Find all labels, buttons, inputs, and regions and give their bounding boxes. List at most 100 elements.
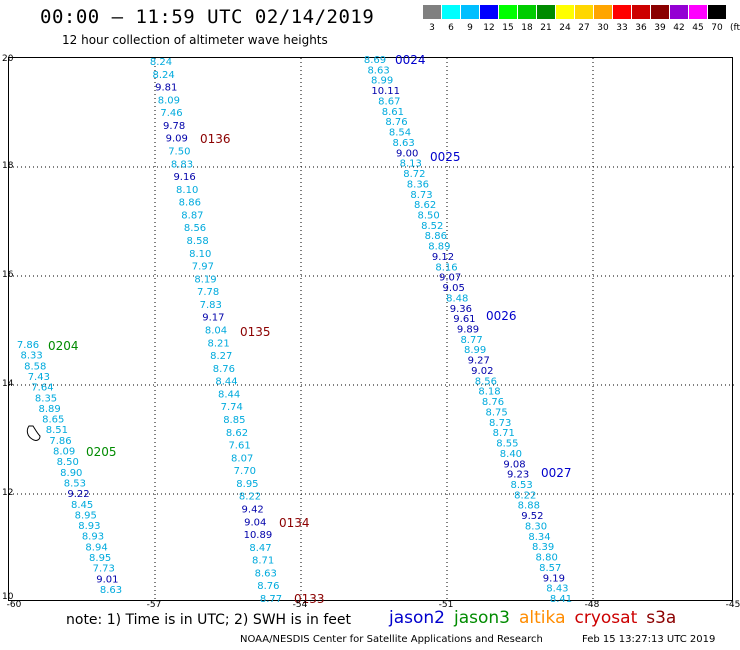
wave-height-value: 7.64 [31,383,53,394]
legend-s3a: s3a [646,608,677,628]
longitude-tick-label: -48 [584,600,600,610]
wave-height-value: 9.09 [166,134,188,145]
wave-height-value: 9.52 [521,511,543,522]
wave-height-value: 9.00 [396,148,418,159]
wave-height-value: 8.24 [150,57,172,68]
wave-height-value: 9.12 [432,252,454,263]
scale-label: 70 [711,23,723,33]
legend-jason2: jason2 [389,608,445,628]
pass-time-label: 0024 [395,53,426,67]
latitude-tick-label: 16 [2,270,14,280]
wave-height-value: 8.43 [546,584,568,595]
pass-time-label: 0026 [486,309,517,323]
pass-time-label: 0134 [279,516,310,530]
wave-height-value: 8.52 [421,221,443,232]
wave-height-value: 9.04 [244,517,266,528]
wave-height-value: 8.71 [252,556,274,567]
wave-height-value: 8.57 [539,563,561,574]
wave-height-value: 10.89 [244,530,273,541]
wave-height-value: 8.88 [518,501,540,512]
scale-swatch [537,5,555,19]
wave-height-value: 8.77 [260,594,282,605]
wave-height-value: 8.04 [205,326,227,337]
wave-height-value: 8.50 [57,457,79,468]
wave-height-value: 7.50 [168,147,190,158]
latitude-tick-label: 20 [2,54,14,64]
page-title: 00:00 – 11:59 UTC 02/14/2019 [40,6,375,28]
wave-height-value: 8.56 [184,223,206,234]
wave-height-value: 8.63 [100,585,122,596]
wave-height-value: 8.99 [464,345,486,356]
scale-swatch [556,5,574,19]
generated-timestamp: Feb 15 13:27:13 UTC 2019 [582,634,716,645]
scale-label: 45 [692,23,704,33]
wave-height-value: 8.47 [249,543,271,554]
map-svg: 8.248.249.818.097.469.789.097.508.839.16… [9,53,734,606]
wave-height-value: 8.76 [213,364,235,375]
wave-height-value: 8.83 [171,159,193,170]
wave-height-value: 8.30 [525,521,547,532]
longitude-tick-label: -45 [725,600,740,610]
wave-height-value: 8.89 [39,404,61,415]
wave-height-value: 8.87 [181,210,203,221]
scale-swatch [594,5,612,19]
wave-height-value: 8.95 [236,479,258,490]
latitude-tick-label: 12 [2,488,14,498]
wave-height-value: 8.41 [550,594,572,605]
wave-height-value: 9.19 [543,573,565,584]
legend-altika: altika [519,608,566,628]
wave-height-value: 8.13 [400,159,422,170]
credit-line: NOAA/NESDIS Center for Satellite Applica… [240,634,543,645]
pass-time-label: 0136 [200,132,231,146]
legend-cryosat: cryosat [574,608,638,628]
map-plot-area: 8.24 8.24 9.81 8.09 7.46 9.78 9.09 7.50 8.83 9.16… [8,53,734,606]
wave-height-value: 8.85 [223,415,245,426]
satellite-legend: jason2 jason3 altika cryosat s3a [389,608,685,628]
scale-swatch [670,5,688,19]
scale-swatch [689,5,707,19]
scale-label: 24 [559,23,571,33]
units-note: note: 1) Time is in UTC; 2) SWH is in fe… [66,612,352,628]
pass-time-label: 0205 [86,445,117,459]
scale-label: 39 [654,23,666,33]
wave-height-value: 8.34 [528,532,550,543]
wave-height-value: 8.09 [53,447,75,458]
wave-height-value: 8.33 [20,351,42,362]
wave-height-value: 8.75 [485,407,507,418]
scale-swatch [613,5,631,19]
wave-height-value: 8.22 [239,492,261,503]
wave-height-value: 8.58 [187,236,209,247]
wave-height-value: 8.99 [371,76,393,87]
wave-height-value: 8.44 [215,377,237,388]
page-subtitle: 12 hour collection of altimeter wave hei… [62,33,328,47]
wave-height-value: 9.81 [155,83,177,94]
wave-height-value: 7.73 [93,564,115,575]
wave-height-value: 8.61 [382,107,404,118]
scale-swatch [499,5,517,19]
wave-height-value: 8.19 [194,274,216,285]
wave-height-value: 8.86 [179,198,201,209]
wave-height-value: 9.07 [439,273,461,284]
pass-time-label: 0135 [240,325,271,339]
scale-swatch [575,5,593,19]
wave-height-value: 9.27 [468,356,490,367]
wave-height-value: 8.72 [403,169,425,180]
wave-height-value: 9.22 [67,489,89,500]
wave-height-value: 9.02 [471,366,493,377]
wave-height-value: 8.94 [85,542,107,553]
wave-height-value: 8.39 [532,542,554,553]
wave-height-value: 8.10 [189,249,211,260]
scale-label: 33 [616,23,628,33]
wave-height-value: 8.35 [35,393,57,404]
wave-height-value: 8.56 [475,376,497,387]
wave-height-value: 8.77 [460,335,482,346]
scale-label: 12 [483,23,495,33]
wave-height-value: 9.08 [503,459,525,470]
legend-jason3: jason3 [454,608,510,628]
scale-label: 21 [540,23,552,33]
scale-label: 27 [578,23,590,33]
wave-height-value: 8.80 [536,553,558,564]
wave-height-value: 8.69 [364,55,386,66]
latitude-tick-label: 18 [2,161,14,171]
wave-height-value: 7.61 [228,441,250,452]
